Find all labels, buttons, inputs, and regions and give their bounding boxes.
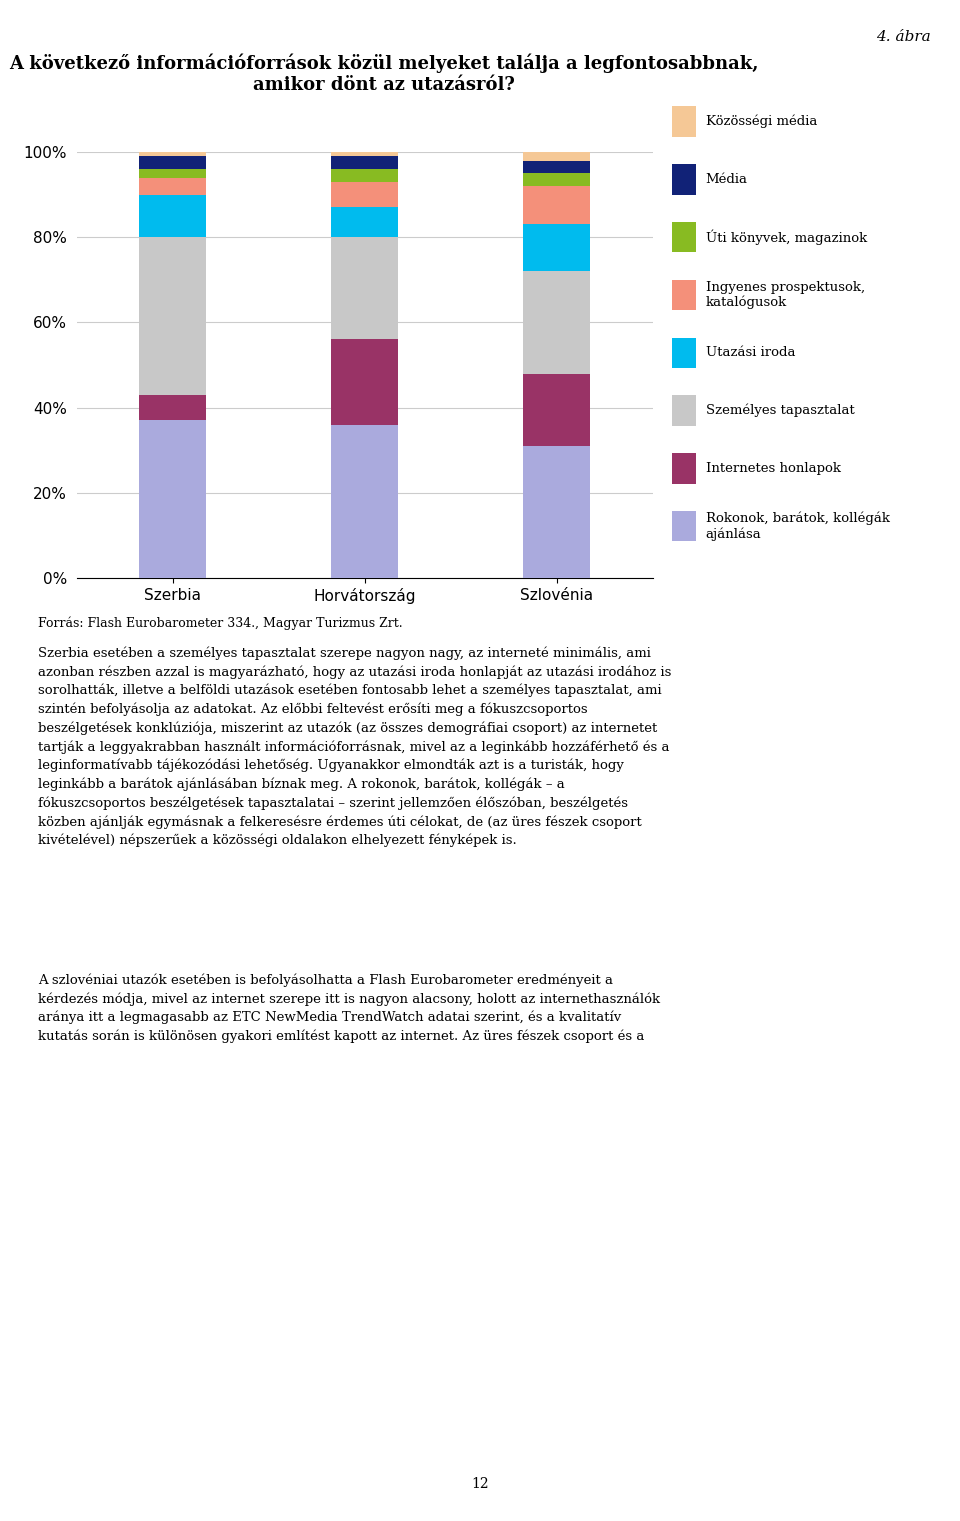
Text: Rokonok, barátok, kollégák
ajánlása: Rokonok, barátok, kollégák ajánlása xyxy=(706,511,890,541)
Bar xyxy=(523,446,590,578)
Text: 12: 12 xyxy=(471,1477,489,1491)
Bar xyxy=(523,173,590,186)
Bar xyxy=(331,169,398,183)
Text: 4. ábra: 4. ábra xyxy=(876,30,931,44)
Bar xyxy=(523,186,590,225)
Bar xyxy=(139,195,206,237)
Bar xyxy=(331,183,398,207)
Text: Szerbia esetében a személyes tapasztalat szerepe nagyon nagy, az interneté minim: Szerbia esetében a személyes tapasztalat… xyxy=(38,646,672,847)
Bar xyxy=(139,395,206,420)
Text: Ingyenes prospektusok,
katalógusok: Ingyenes prospektusok, katalógusok xyxy=(706,281,865,309)
Bar xyxy=(331,157,398,169)
Text: Úti könyvek, magazinok: Úti könyvek, magazinok xyxy=(706,230,867,245)
Text: A következő információforrások közül melyeket találja a legfontosabbnak,: A következő információforrások közül mel… xyxy=(10,53,758,73)
Text: Internetes honlapok: Internetes honlapok xyxy=(706,462,841,475)
Bar xyxy=(331,424,398,578)
Text: amikor dönt az utazásról?: amikor dönt az utazásról? xyxy=(253,76,515,94)
Text: Közösségi média: Közösségi média xyxy=(706,116,817,128)
Bar xyxy=(139,420,206,578)
Bar xyxy=(139,152,206,157)
Bar xyxy=(523,161,590,173)
Bar xyxy=(331,152,398,157)
Bar xyxy=(139,157,206,169)
Text: Utazási iroda: Utazási iroda xyxy=(706,347,795,359)
Bar xyxy=(523,152,590,161)
Bar xyxy=(331,207,398,237)
Text: Média: Média xyxy=(706,173,748,186)
Bar xyxy=(331,237,398,339)
Bar xyxy=(331,339,398,424)
Text: Forrás: Flash Eurobarometer 334., Magyar Turizmus Zrt.: Forrás: Flash Eurobarometer 334., Magyar… xyxy=(38,616,403,630)
Bar xyxy=(139,169,206,178)
Bar xyxy=(523,225,590,271)
Text: A szlovéniai utazók esetében is befolyásolhatta a Flash Eurobarometer eredményei: A szlovéniai utazók esetében is befolyás… xyxy=(38,973,660,1043)
Bar xyxy=(139,237,206,395)
Bar xyxy=(139,178,206,195)
Bar xyxy=(523,271,590,374)
Bar xyxy=(523,374,590,446)
Text: Személyes tapasztalat: Személyes tapasztalat xyxy=(706,405,854,417)
